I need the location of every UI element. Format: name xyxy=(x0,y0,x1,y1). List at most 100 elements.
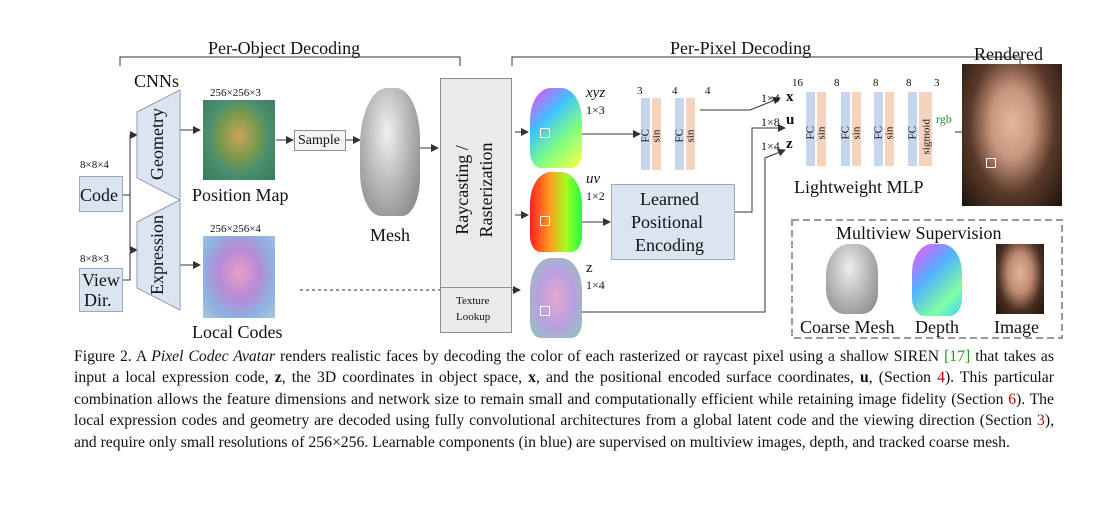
caption-t3: , the 3D coordinates in object space, xyxy=(281,369,529,387)
z-to-mlp-arrow xyxy=(550,148,786,313)
big-sin-bar-2 xyxy=(852,92,861,166)
coarse-mesh-label: Coarse Mesh xyxy=(800,317,895,337)
big-fc-bar-2 xyxy=(841,92,850,166)
big-fc-bar-1 xyxy=(806,92,815,166)
big-sin-text-3: sin xyxy=(883,126,896,140)
uv-dim: 1×2 xyxy=(586,189,605,203)
big-sin-text-2: sin xyxy=(850,126,863,140)
big-sigmoid-text: sigmoid xyxy=(920,119,933,155)
local-codes-image xyxy=(203,236,275,318)
posmap-label: Position Map xyxy=(192,185,289,205)
supervision-image xyxy=(996,244,1044,314)
big-dim-4: 8 xyxy=(906,77,912,89)
geometry-label: Geometry xyxy=(147,108,167,180)
big-sin-bar-3 xyxy=(885,92,894,166)
small-dim-1: 3 xyxy=(637,85,643,97)
caption-res: 256×256 xyxy=(308,433,365,451)
position-map-image xyxy=(203,100,275,180)
per-object-bracket xyxy=(119,56,461,66)
caption-bz: z xyxy=(274,369,282,387)
xyz-pixel-marker xyxy=(540,128,550,138)
big-dim-2: 8 xyxy=(834,77,840,89)
small-dim-3: 4 xyxy=(705,85,711,97)
rendered-face-image xyxy=(962,64,1062,206)
caption-pca: Pixel Codec Avatar xyxy=(151,348,276,365)
small-sin-text-1: sin xyxy=(650,129,663,143)
z-map-image xyxy=(530,258,582,338)
sample-box xyxy=(294,130,346,151)
big-sin-text-1: sin xyxy=(815,126,828,140)
mesh-image xyxy=(360,88,420,216)
viewdir-to-expression-arrow xyxy=(123,252,131,281)
texture-divider xyxy=(440,287,512,288)
small-sin-bar-2 xyxy=(686,98,695,170)
xyz-map-image xyxy=(530,88,582,168)
expression-label: Expression xyxy=(147,215,167,295)
big-fc-bar-4 xyxy=(908,92,917,166)
in-x-dim: 1×4 xyxy=(761,91,780,105)
code-label: Code xyxy=(80,185,118,205)
supervision-title: Multiview Supervision xyxy=(836,223,1002,243)
uv-map-image xyxy=(530,172,582,252)
sample-label: Sample xyxy=(298,133,340,148)
caption-t4: , and the positional encoded surface coo… xyxy=(536,369,860,387)
image-label: Image xyxy=(994,317,1039,337)
in-u: u xyxy=(786,112,795,128)
z-pixel-marker xyxy=(540,306,550,316)
lpe-box xyxy=(611,184,735,260)
in-u-dim: 1×8 xyxy=(761,115,780,129)
caption-t8: ), and require only small resolutions of xyxy=(74,412,1054,451)
in-x: x xyxy=(786,89,794,105)
caption-sec-3: 3 xyxy=(1037,412,1045,430)
caption-bx: x xyxy=(528,369,537,387)
caption-ref-17: [17] xyxy=(944,348,971,365)
depth-image xyxy=(912,244,962,316)
rendered-pixel-marker xyxy=(986,158,996,168)
caption-sec-4: 4 xyxy=(937,369,945,387)
code-to-geometry-arrow xyxy=(123,131,138,196)
big-sin-bar-1 xyxy=(817,92,826,166)
localcodes-label: Local Codes xyxy=(192,322,283,342)
raster-box xyxy=(440,78,512,333)
uv-label: uv xyxy=(586,171,601,187)
lpe-line3: Encoding xyxy=(635,235,704,255)
mesh-label: Mesh xyxy=(370,225,410,245)
small-sin-text-2: sin xyxy=(684,129,697,143)
small-fc-bar-1 xyxy=(641,98,650,170)
fc-to-x-arrow xyxy=(700,96,781,111)
small-sin-bar-1 xyxy=(652,98,661,170)
xyz-dim: 1×3 xyxy=(586,103,605,117)
code-dim: 8×8×4 xyxy=(80,159,109,171)
small-fc-bar-2 xyxy=(675,98,684,170)
z-label: z xyxy=(586,260,593,276)
caption-fig: Figure 2. A xyxy=(74,348,152,365)
texture-line2: Lookup xyxy=(456,311,491,323)
xyz-label: xyz xyxy=(586,85,606,101)
big-sigmoid-bar xyxy=(919,92,932,166)
in-z: z xyxy=(786,136,793,152)
big-dim-3: 8 xyxy=(873,77,879,89)
code-to-expression-arrow xyxy=(129,195,138,254)
code-box xyxy=(79,176,123,212)
caption-bu: u xyxy=(860,369,869,387)
caption-t2: that takes as input a local expression c… xyxy=(74,348,1054,387)
caption-t7: ). The local expression codes and geomet… xyxy=(74,390,1054,430)
viewdir-line2: Dir. xyxy=(84,290,112,310)
raster-line1: Raycasting / xyxy=(452,145,472,235)
big-dim-5: 3 xyxy=(934,77,940,89)
in-z-dim: 1×4 xyxy=(761,139,780,153)
figure-caption: Figure 2. A Pixel Codec Avatar renders r… xyxy=(74,346,1054,453)
big-fc-bar-3 xyxy=(874,92,883,166)
depth-label: Depth xyxy=(915,317,959,337)
rendered-label: Rendered xyxy=(974,44,1043,64)
big-fc-text-4: FC xyxy=(906,126,919,140)
caption-t6: ). This particular combination allows th… xyxy=(74,369,1054,408)
texture-line1: Texture xyxy=(456,295,490,307)
big-dim-1: 16 xyxy=(792,77,803,89)
posmap-dim: 256×256×3 xyxy=(210,87,261,99)
expression-cnn-shape xyxy=(136,199,181,311)
cnns-label: CNNs xyxy=(134,71,180,91)
per-pixel-label: Per-Pixel Decoding xyxy=(670,38,812,58)
viewdir-box xyxy=(79,268,123,312)
